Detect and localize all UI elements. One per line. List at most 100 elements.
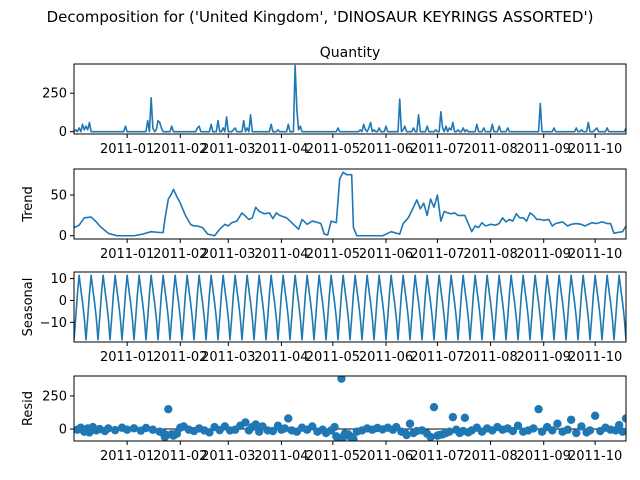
resid-point — [148, 425, 158, 434]
x-tick-label: 2011-03 — [201, 350, 255, 365]
resid-point — [448, 412, 458, 422]
series-line — [74, 64, 626, 133]
x-tick-label: 2011-10 — [568, 350, 622, 365]
axes-frame — [73, 63, 627, 135]
y-tick-label: −10 — [40, 316, 67, 331]
resid-point — [621, 414, 626, 423]
x-tick-label: 2011-06 — [359, 247, 413, 262]
x-tick-label: 2011-04 — [254, 247, 308, 262]
x-tick-label: 2011-09 — [517, 247, 571, 262]
x-tick-label: 2011-09 — [517, 350, 571, 365]
resid-point — [330, 422, 339, 432]
axes-frame — [73, 271, 627, 343]
x-tick-label: 2011-10 — [568, 142, 622, 157]
resid-point — [508, 426, 518, 436]
y-tick-label: 250 — [42, 87, 67, 102]
x-tick-label: 2011-01 — [100, 247, 154, 262]
y-tick-label: 0 — [59, 229, 67, 244]
resid-point — [337, 376, 346, 383]
resid-point — [429, 402, 439, 412]
plot-area — [74, 171, 626, 237]
resid-point — [636, 428, 640, 436]
resid-point — [349, 434, 358, 441]
resid-point — [460, 413, 470, 422]
resid-point — [590, 411, 600, 420]
x-tick-label: 2011-07 — [410, 449, 464, 464]
y-axis-label: Trend — [21, 186, 36, 223]
resid-point — [241, 418, 250, 427]
resid-point — [280, 424, 290, 433]
resid-point — [405, 419, 415, 428]
series-line — [74, 274, 626, 341]
x-tick-label: 2011-07 — [410, 142, 464, 157]
x-tick-label: 2011-10 — [568, 449, 622, 464]
x-tick-label: 2011-02 — [153, 247, 207, 262]
resid-point — [104, 424, 113, 433]
resid-point — [577, 422, 586, 431]
x-tick-label: 2011-01 — [100, 142, 154, 157]
x-tick-label: 2011-06 — [359, 350, 413, 365]
panel-3: −100102011-012011-022011-032011-042011-0… — [21, 271, 627, 365]
plot-area — [74, 274, 626, 341]
x-tick-label: 2011-02 — [153, 350, 207, 365]
resid-point — [529, 424, 538, 433]
resid-point — [402, 430, 411, 440]
resid-point — [572, 428, 581, 438]
x-tick-label: 2011-03 — [201, 449, 255, 464]
y-axis-label: Resid — [21, 391, 36, 426]
resid-point — [110, 425, 120, 435]
panel-4: 02502011-012011-022011-032011-042011-052… — [21, 375, 640, 464]
plot-area — [74, 376, 640, 441]
resid-point — [164, 404, 173, 414]
y-tick-label: 0 — [59, 125, 67, 140]
resid-point — [630, 424, 638, 432]
x-tick-label: 2011-04 — [254, 350, 308, 365]
resid-point — [513, 421, 523, 430]
resid-point — [268, 426, 278, 436]
resid-point — [284, 414, 293, 423]
x-tick-label: 2011-05 — [306, 247, 360, 262]
resid-point — [141, 423, 151, 433]
x-tick-label: 2011-05 — [306, 350, 360, 365]
resid-point — [566, 415, 576, 424]
panels: 02502011-012011-022011-032011-042011-052… — [21, 45, 640, 464]
x-tick-label: 2011-01 — [100, 350, 154, 365]
x-tick-label: 2011-04 — [254, 142, 308, 157]
resid-point — [251, 420, 260, 429]
resid-point — [122, 425, 132, 434]
x-tick-label: 2011-10 — [568, 247, 622, 262]
x-tick-label: 2011-03 — [201, 142, 255, 157]
resid-point — [308, 422, 317, 431]
x-tick-label: 2011-09 — [517, 142, 571, 157]
resid-point — [563, 425, 572, 434]
x-tick-label: 2011-02 — [153, 142, 207, 157]
y-tick-label: 250 — [42, 389, 67, 404]
panel-2: 0502011-012011-022011-032011-042011-0520… — [21, 168, 627, 262]
x-tick-label: 2011-04 — [254, 449, 308, 464]
y-tick-label: 50 — [50, 189, 67, 204]
axes-frame — [73, 168, 627, 240]
x-tick-label: 2011-05 — [306, 449, 360, 464]
y-tick-label: 10 — [50, 272, 67, 287]
resid-point — [618, 427, 626, 436]
x-tick-label: 2011-06 — [359, 449, 413, 464]
series-line — [74, 171, 626, 237]
resid-point — [614, 420, 624, 430]
resid-point — [129, 424, 139, 433]
x-tick-label: 2011-08 — [463, 449, 517, 464]
x-tick-label: 2011-09 — [517, 449, 571, 464]
plot-area — [74, 64, 626, 133]
y-axis-label: Seasonal — [21, 278, 36, 337]
resid-point — [205, 428, 214, 437]
resid-point — [585, 426, 595, 435]
x-tick-label: 2011-08 — [463, 247, 517, 262]
axes-title: Quantity — [320, 45, 381, 61]
y-tick-label: 0 — [59, 423, 67, 438]
x-tick-label: 2011-07 — [410, 247, 464, 262]
x-tick-label: 2011-05 — [306, 142, 360, 157]
resid-point — [426, 432, 435, 441]
resid-point — [534, 404, 543, 414]
resid-point — [553, 419, 562, 428]
